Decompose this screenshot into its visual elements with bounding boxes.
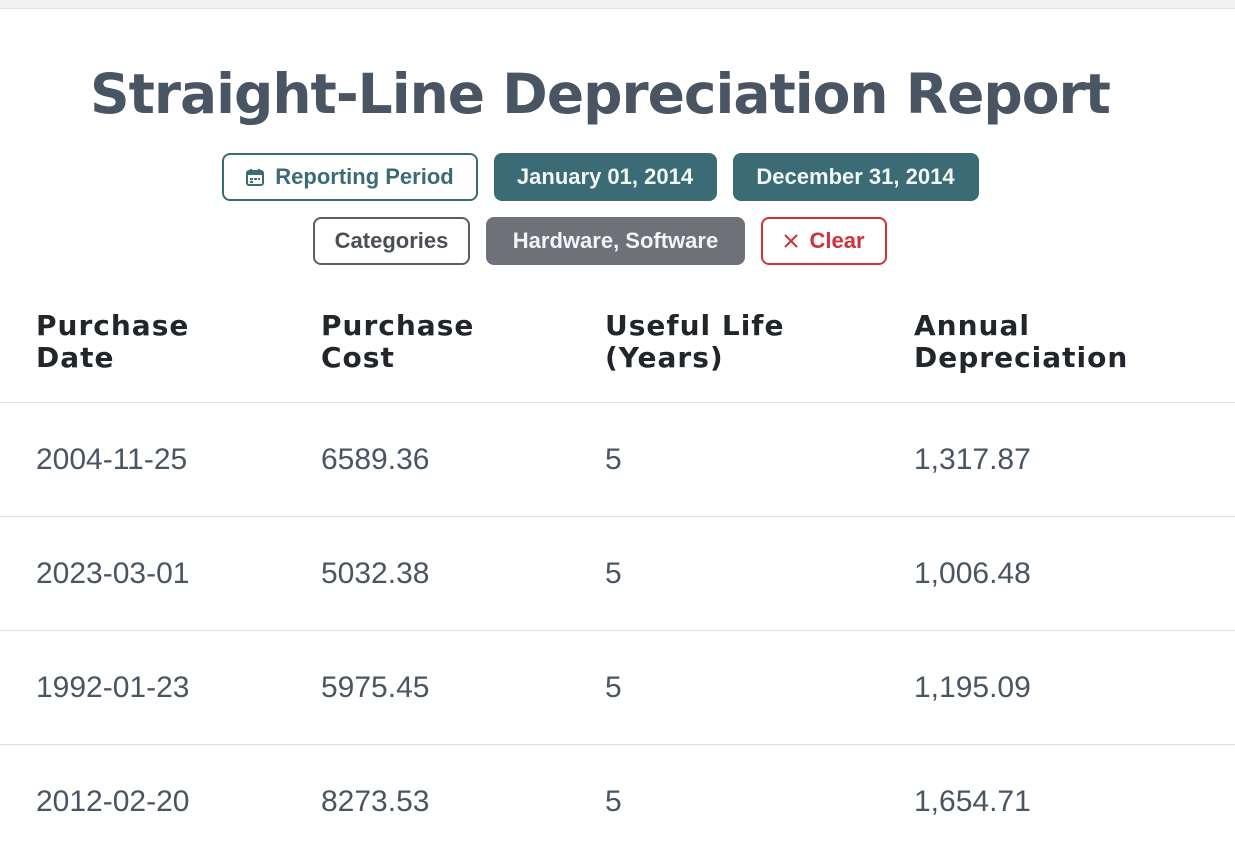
useful-life-cell: 5 bbox=[605, 671, 622, 704]
reporting-period-filter: Reporting Period January 01, 2014 Decemb… bbox=[0, 153, 1200, 201]
categories-button[interactable]: Categories bbox=[313, 217, 470, 265]
purchase-date-cell: 2023-03-01 bbox=[36, 557, 190, 590]
annual-depreciation-cell: 1,006.48 bbox=[914, 557, 1031, 590]
start-date-chip[interactable]: January 01, 2014 bbox=[493, 153, 717, 201]
depreciation-table: Purchase Date Purchase Cost Useful Life … bbox=[0, 292, 1235, 858]
header-purchase-date[interactable]: Purchase Date bbox=[36, 309, 190, 374]
table-row: 2012-02-20 8273.53 5 1,654.71 bbox=[0, 745, 1235, 858]
purchase-cost-cell: 5032.38 bbox=[321, 557, 430, 590]
clear-button[interactable]: Clear bbox=[761, 217, 887, 265]
reporting-period-button[interactable]: Reporting Period bbox=[221, 153, 478, 201]
table-row: 1992-01-23 5975.45 5 1,195.09 bbox=[0, 631, 1235, 745]
categories-value-chip[interactable]: Hardware, Software bbox=[486, 217, 745, 265]
annual-depreciation-cell: 1,654.71 bbox=[914, 785, 1031, 818]
reporting-period-label: Reporting Period bbox=[275, 164, 454, 189]
useful-life-cell: 5 bbox=[605, 557, 622, 590]
purchase-date-cell: 1992-01-23 bbox=[36, 671, 190, 704]
purchase-date-cell: 2012-02-20 bbox=[36, 785, 190, 818]
table-row: 2004-11-25 6589.36 5 1,317.87 bbox=[0, 403, 1235, 517]
purchase-cost-cell: 8273.53 bbox=[321, 785, 430, 818]
close-icon bbox=[783, 233, 799, 249]
table-header: Purchase Date Purchase Cost Useful Life … bbox=[0, 292, 1235, 403]
categories-filter: Categories Hardware, Software Clear bbox=[0, 217, 1200, 265]
useful-life-cell: 5 bbox=[605, 443, 622, 476]
header-purchase-cost[interactable]: Purchase Cost bbox=[321, 309, 475, 374]
annual-depreciation-cell: 1,317.87 bbox=[914, 443, 1031, 476]
useful-life-cell: 5 bbox=[605, 785, 622, 818]
top-bar bbox=[0, 0, 1235, 9]
calendar-icon bbox=[245, 167, 265, 187]
clear-label: Clear bbox=[809, 228, 865, 253]
purchase-date-cell: 2004-11-25 bbox=[36, 443, 188, 476]
purchase-cost-cell: 6589.36 bbox=[321, 443, 430, 476]
end-date-chip[interactable]: December 31, 2014 bbox=[732, 153, 979, 201]
table-row: 2023-03-01 5032.38 5 1,006.48 bbox=[0, 517, 1235, 631]
annual-depreciation-cell: 1,195.09 bbox=[914, 671, 1031, 704]
purchase-cost-cell: 5975.45 bbox=[321, 671, 430, 704]
header-useful-life[interactable]: Useful Life (Years) bbox=[605, 309, 785, 374]
header-annual-depreciation[interactable]: Annual Depreciation bbox=[914, 309, 1129, 374]
page-title: Straight-Line Depreciation Report bbox=[90, 62, 1111, 126]
